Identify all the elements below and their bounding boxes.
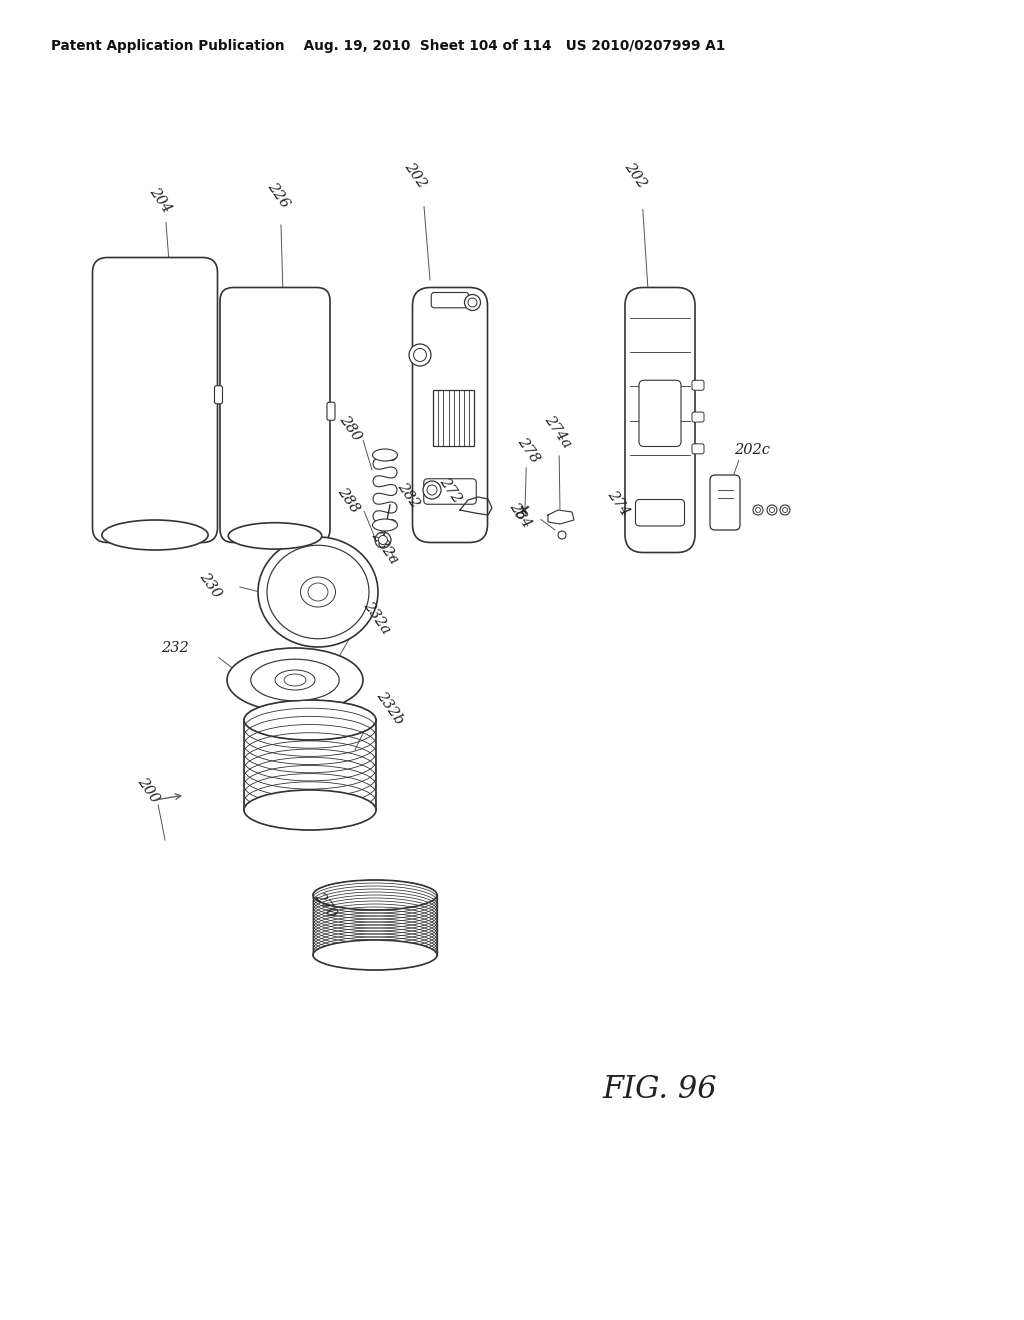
Ellipse shape: [228, 523, 322, 549]
Text: 274: 274: [604, 487, 632, 519]
FancyBboxPatch shape: [220, 288, 330, 543]
Ellipse shape: [313, 940, 437, 970]
Text: 226: 226: [264, 180, 292, 210]
Ellipse shape: [753, 506, 763, 515]
Text: 232b: 232b: [374, 689, 407, 727]
Ellipse shape: [414, 348, 427, 362]
Ellipse shape: [373, 449, 397, 461]
Ellipse shape: [782, 507, 787, 512]
Text: 272: 272: [436, 475, 464, 506]
Ellipse shape: [267, 545, 369, 639]
Ellipse shape: [375, 532, 391, 548]
Bar: [433, 389, 474, 446]
Text: 284: 284: [506, 499, 534, 531]
FancyBboxPatch shape: [692, 444, 705, 454]
Ellipse shape: [516, 512, 524, 517]
FancyBboxPatch shape: [92, 257, 217, 543]
Text: FIG. 96: FIG. 96: [603, 1074, 718, 1106]
Ellipse shape: [409, 345, 431, 366]
Text: Patent Application Publication    Aug. 19, 2010  Sheet 104 of 114   US 2010/0207: Patent Application Publication Aug. 19, …: [51, 40, 726, 53]
Ellipse shape: [769, 507, 774, 512]
Text: 274a: 274a: [542, 413, 574, 451]
Text: 232: 232: [161, 642, 188, 655]
Polygon shape: [548, 510, 574, 524]
Bar: [244, 719, 376, 810]
Ellipse shape: [780, 506, 790, 515]
Text: 200: 200: [134, 775, 162, 805]
Text: 280: 280: [336, 413, 364, 444]
FancyBboxPatch shape: [214, 385, 222, 404]
FancyBboxPatch shape: [636, 499, 684, 525]
Text: 232a: 232a: [360, 599, 393, 638]
Text: 282: 282: [394, 479, 422, 511]
Ellipse shape: [767, 506, 777, 515]
FancyBboxPatch shape: [424, 479, 476, 504]
Ellipse shape: [251, 659, 339, 701]
FancyBboxPatch shape: [692, 412, 705, 422]
Text: 270: 270: [311, 890, 339, 920]
Ellipse shape: [379, 536, 387, 544]
Ellipse shape: [558, 531, 566, 539]
Ellipse shape: [244, 700, 376, 741]
Text: 204: 204: [146, 185, 174, 215]
Ellipse shape: [313, 880, 437, 909]
Ellipse shape: [284, 675, 306, 686]
FancyBboxPatch shape: [710, 475, 740, 531]
Text: 202: 202: [401, 160, 429, 190]
Text: 202c: 202c: [734, 444, 770, 457]
FancyBboxPatch shape: [413, 288, 487, 543]
Ellipse shape: [275, 671, 315, 690]
Text: 202: 202: [622, 160, 648, 190]
Text: 278: 278: [514, 434, 542, 466]
Text: 230: 230: [197, 570, 223, 601]
Ellipse shape: [756, 507, 761, 512]
FancyBboxPatch shape: [327, 403, 335, 420]
Text: 288: 288: [334, 484, 361, 515]
FancyBboxPatch shape: [639, 380, 681, 446]
Ellipse shape: [258, 537, 378, 647]
Ellipse shape: [468, 298, 477, 308]
Ellipse shape: [101, 520, 208, 550]
Ellipse shape: [227, 648, 362, 711]
Ellipse shape: [300, 577, 336, 607]
Ellipse shape: [465, 294, 480, 310]
Bar: [313, 895, 437, 954]
Ellipse shape: [308, 583, 328, 601]
Ellipse shape: [373, 519, 397, 531]
Ellipse shape: [423, 480, 441, 499]
FancyBboxPatch shape: [692, 380, 705, 391]
FancyBboxPatch shape: [625, 288, 695, 553]
Text: 282a: 282a: [369, 529, 401, 568]
FancyBboxPatch shape: [431, 293, 469, 308]
Ellipse shape: [427, 484, 437, 495]
Ellipse shape: [244, 789, 376, 830]
